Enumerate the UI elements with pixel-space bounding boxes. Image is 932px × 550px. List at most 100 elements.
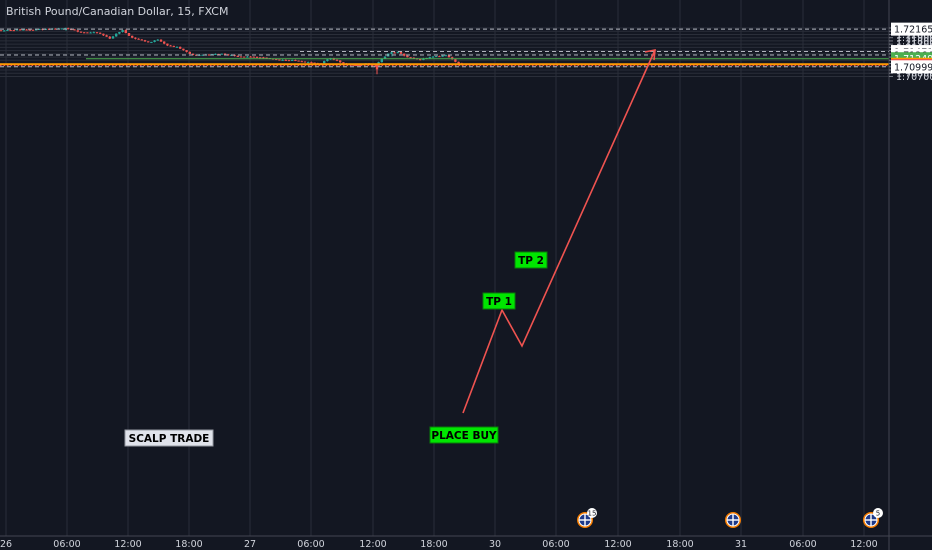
- candle-body: [239, 56, 243, 58]
- candle-body: [422, 58, 425, 60]
- candle-body: [454, 59, 457, 62]
- candle-body: [396, 51, 399, 53]
- candle-body: [227, 54, 230, 56]
- time-tick-label: 06:00: [53, 539, 80, 550]
- time-tick-label: 12:00: [359, 539, 386, 550]
- candle-body: [409, 57, 412, 59]
- candle-body: [35, 29, 38, 31]
- candle-body: [99, 32, 102, 34]
- candle-body: [131, 35, 134, 38]
- price-tag-label: 1.70999: [894, 62, 932, 73]
- annotation-label: TP 1: [486, 296, 512, 308]
- candle-body: [457, 61, 460, 64]
- candle-body: [153, 40, 156, 42]
- candle-body: [95, 32, 99, 34]
- candle-body: [275, 58, 278, 60]
- candle-body: [393, 52, 396, 54]
- price-tick-label: 1.71900: [896, 33, 932, 44]
- candle-body: [419, 59, 422, 61]
- candle-body: [297, 60, 300, 62]
- candle-body: [179, 46, 182, 49]
- candle-body: [323, 61, 326, 64]
- annotation-label: TP 2: [518, 255, 544, 267]
- price-tick-label: 1.70800: [896, 69, 932, 80]
- candle-body: [255, 56, 259, 58]
- candle-body: [163, 41, 166, 44]
- candle-body: [287, 60, 291, 62]
- candle-body: [169, 45, 172, 47]
- candle-body: [3, 30, 6, 32]
- annotations: TP 2 TP 1 PLACE BUY SCALP TRADE: [124, 251, 548, 447]
- candle-body: [83, 32, 86, 34]
- candle-body: [217, 53, 220, 55]
- candle-body: [143, 40, 147, 42]
- price-tag-label: 1.72165: [894, 25, 932, 36]
- event-count-label: 5: [876, 510, 880, 518]
- candle-body: [438, 56, 441, 58]
- candle-body: [118, 32, 121, 34]
- event-badges[interactable]: 15 5: [577, 508, 883, 528]
- candle-body: [25, 29, 28, 31]
- candle-body: [447, 55, 451, 58]
- chart-title: British Pound/Canadian Dollar, 15, FXCM: [6, 5, 228, 18]
- candle-body: [259, 57, 262, 59]
- candle-body: [294, 60, 297, 62]
- candle-body: [54, 28, 57, 30]
- candle-body: [175, 46, 179, 48]
- candle-body: [159, 39, 163, 42]
- candle-body: [249, 56, 252, 58]
- time-tick-label: 31: [735, 539, 747, 550]
- candle-body: [60, 28, 63, 30]
- candle-body: [375, 64, 379, 70]
- annotation-label: SCALP TRADE: [129, 433, 210, 445]
- candle-body: [220, 53, 223, 55]
- candle-body: [214, 53, 217, 55]
- candle-body: [335, 59, 339, 61]
- price-tags: 1.721651.714711.713641.712491.710781.710…: [891, 22, 932, 74]
- time-tick-label: 12:00: [604, 539, 631, 550]
- candle-body: [172, 45, 175, 47]
- price-tick-label: 1.70700: [896, 72, 932, 83]
- time-tick-label: 06:00: [542, 539, 569, 550]
- candle-body: [403, 53, 406, 56]
- price-tag-box: [891, 22, 932, 36]
- candle-body: [140, 39, 143, 41]
- candle-body: [291, 60, 294, 62]
- candle-body: [22, 29, 25, 31]
- candle-body: [76, 30, 79, 32]
- candle-body: [150, 41, 153, 43]
- time-tick-label: 18:00: [175, 539, 202, 550]
- candle-body: [185, 50, 188, 52]
- candle-body: [0, 30, 3, 32]
- candle-body: [124, 30, 127, 34]
- candle-body: [12, 30, 15, 32]
- candle-body: [73, 29, 76, 31]
- candle-body: [121, 30, 124, 33]
- candle-body: [300, 61, 303, 63]
- price-tag-box: [891, 60, 932, 74]
- time-tick-label: 18:00: [666, 539, 693, 550]
- candle-body: [191, 53, 195, 55]
- candle-body: [147, 41, 150, 43]
- candle-body: [137, 38, 140, 40]
- price-levels: [0, 28, 889, 68]
- candle-body: [38, 28, 41, 30]
- trade-path: [462, 49, 656, 414]
- annotation-box: [429, 426, 499, 444]
- candle-body: [115, 33, 118, 37]
- candle-body: [441, 55, 444, 57]
- time-axis[interactable]: 26 06:00 12:00 18:00 27 06:00 12:00 18:00 30 06:0…: [0, 539, 878, 550]
- candle-body: [342, 62, 345, 64]
- candle-body: [6, 30, 9, 32]
- candle-body: [243, 56, 246, 58]
- candle-body: [358, 65, 361, 67]
- candle-body: [19, 29, 22, 31]
- candle-body: [435, 56, 438, 58]
- candle-body: [9, 30, 12, 32]
- candle-body: [380, 58, 383, 63]
- candle-body: [86, 32, 89, 34]
- candle-body: [207, 54, 211, 56]
- candle-body: [406, 55, 409, 58]
